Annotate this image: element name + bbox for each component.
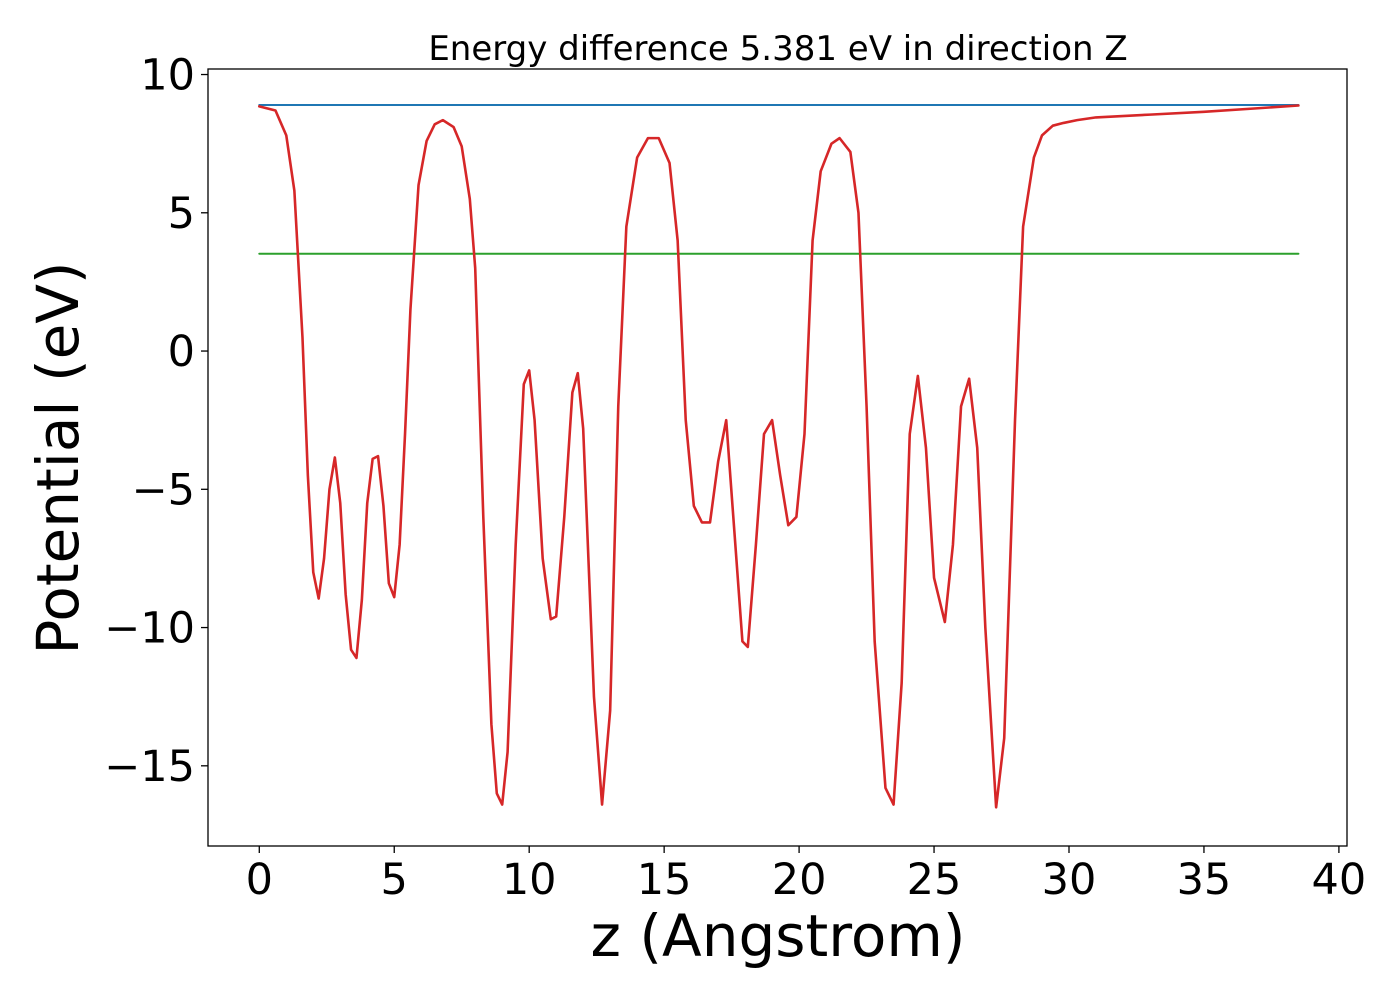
plot-frame: [207, 68, 1348, 847]
chart-title: Energy difference 5.381 eV in direction …: [428, 29, 1127, 69]
x-tick-label: 15: [637, 855, 692, 905]
x-tick-label: 25: [907, 855, 962, 905]
x-axis-label: z (Angstrom): [591, 902, 966, 970]
x-tick-label: 35: [1177, 855, 1232, 905]
series-layer: [257, 103, 1300, 809]
y-tick-label: 0: [168, 327, 195, 377]
x-tick-label: 10: [502, 855, 557, 905]
y-tick-label: 5: [168, 189, 195, 239]
y-tick-label: −5: [132, 465, 195, 515]
y-tick-label: −10: [104, 604, 195, 654]
x-tick-label: 40: [1312, 855, 1367, 905]
x-tick-label: 20: [772, 855, 827, 905]
series-line-planar-average-potential: [257, 104, 1300, 809]
x-tick-label: 0: [246, 855, 273, 905]
x-tick-label: 30: [1042, 855, 1097, 905]
y-tick-label: −15: [104, 742, 195, 792]
x-axis-ticks: 0 5 10 15 20 25 30 35 40: [246, 846, 1367, 905]
y-tick-label: 10: [140, 51, 195, 101]
y-axis-ticks: 10 5 0 −5 −10 −15: [104, 51, 208, 792]
y-axis-label: Potential (eV): [24, 261, 92, 654]
x-tick-label: 5: [381, 855, 408, 905]
